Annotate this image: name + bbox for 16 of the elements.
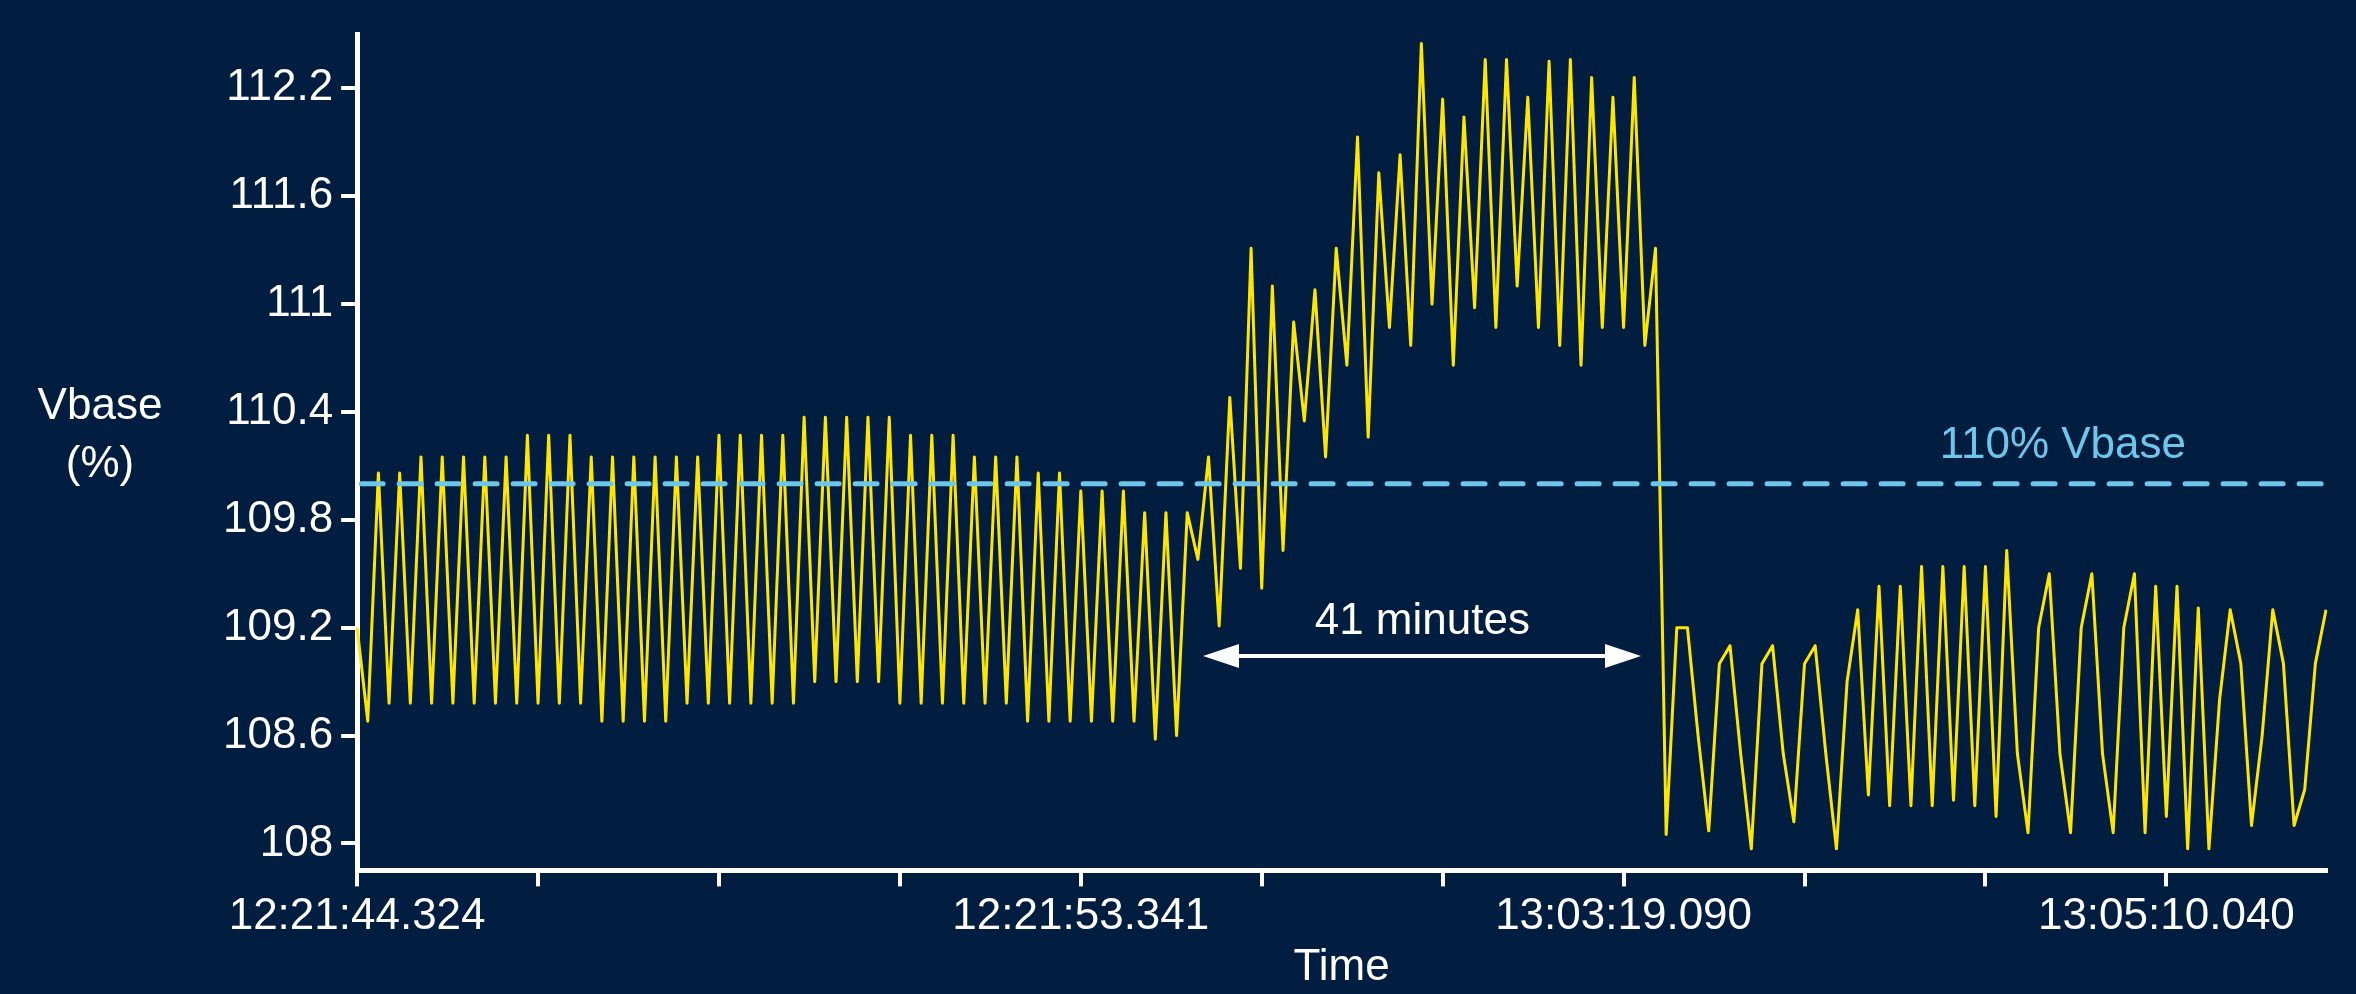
y-tick-label: 111 — [266, 276, 334, 326]
x-tick-label: 13:03:19.090 — [1495, 888, 1753, 938]
y-tick-label: 108 — [259, 815, 334, 865]
x-tick-label: 13:05:10.040 — [2037, 888, 2295, 938]
ref-line-label: 110% Vbase — [1939, 418, 2186, 467]
annotation: 41 minutes — [1314, 593, 1530, 643]
y-tick-label: 109.2 — [223, 599, 334, 649]
y-tick-label: 110.4 — [226, 384, 334, 434]
y-tick-label: 111.6 — [229, 168, 334, 218]
y-tick-label: 109.8 — [223, 491, 334, 541]
y-tick-label: 108.6 — [223, 707, 334, 757]
x-axis-title: Time — [1293, 939, 1390, 989]
y-tick-label: 112.2 — [226, 60, 334, 110]
x-tick-label: 12:21:44.324 — [228, 888, 486, 938]
x-tick-label: 12:21:53.341 — [952, 888, 1210, 938]
y-axis-title: Vbase (%) — [36, 378, 164, 488]
